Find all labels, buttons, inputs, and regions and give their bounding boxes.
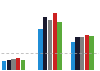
Bar [80, 37, 84, 70]
Bar [75, 37, 80, 70]
Bar [16, 58, 20, 70]
Bar [85, 35, 89, 70]
Bar [57, 22, 62, 70]
Bar [21, 60, 25, 70]
Bar [48, 20, 52, 70]
Bar [53, 13, 57, 70]
Bar [7, 60, 11, 70]
Bar [2, 61, 6, 70]
Bar [43, 17, 47, 70]
Bar [11, 59, 16, 70]
Bar [90, 36, 94, 70]
Bar [38, 29, 43, 70]
Bar [71, 42, 75, 70]
